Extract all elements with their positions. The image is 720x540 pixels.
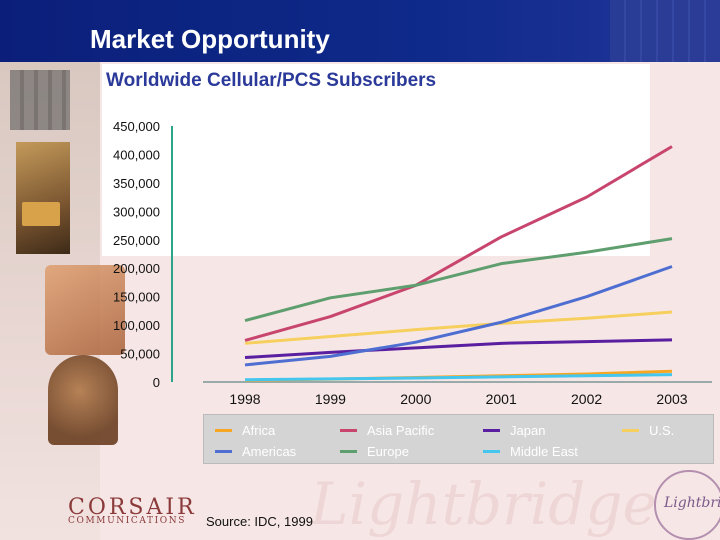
y-tick-label: 250,000 — [113, 233, 160, 248]
x-tick-label: 1999 — [315, 391, 346, 407]
y-tick-label: 300,000 — [113, 204, 160, 219]
legend-label: U.S. — [649, 423, 675, 438]
legend-swatch — [622, 429, 639, 432]
person-with-laptop-image — [16, 142, 70, 254]
y-axis: 0 50,000 100,000 150,000 200,000 250,000 300,0… — [113, 119, 173, 390]
legend-swatch — [340, 429, 357, 432]
x-axis: 1998 1999 2000 2001 2002 2003 — [203, 381, 712, 407]
legend-label: Africa — [242, 423, 276, 438]
series-line-japan — [244, 338, 673, 360]
corsair-logo-subtext: COMMUNICATIONS — [68, 516, 186, 526]
source-note: Source: IDC, 1999 — [206, 514, 313, 529]
series-line-u-s- — [244, 310, 673, 345]
laptop-image — [22, 202, 60, 226]
y-tick-label: 200,000 — [113, 261, 160, 276]
legend-label: Americas — [242, 444, 297, 459]
legend-label: Japan — [510, 423, 546, 438]
lightbridge-logo-circle — [654, 470, 720, 540]
series-line-americas — [244, 265, 673, 367]
legend-swatch — [215, 429, 232, 432]
y-tick-label: 450,000 — [113, 119, 160, 134]
legend-label: Asia Pacific — [367, 423, 435, 438]
x-tick-label: 1998 — [229, 391, 260, 407]
header-decoration — [610, 0, 720, 62]
x-tick-label: 2002 — [571, 391, 602, 407]
x-tick-label: 2003 — [656, 391, 687, 407]
x-tick-label: 2001 — [486, 391, 517, 407]
legend-swatch — [483, 429, 500, 432]
y-tick-label: 400,000 — [113, 147, 160, 162]
legend-label: Europe — [367, 444, 409, 459]
legend-swatch — [340, 450, 357, 453]
person-on-phone-image — [48, 355, 118, 445]
y-tick-label: 350,000 — [113, 176, 160, 191]
y-tick-label: 0 — [153, 375, 160, 390]
watermark-text: Lightbridge — [310, 470, 657, 538]
series-lines — [244, 145, 673, 382]
phone-image — [45, 265, 125, 355]
lightbridge-logo-text: Lightbrid — [664, 495, 720, 511]
legend-swatch — [483, 450, 500, 453]
slide-title: Market Opportunity — [90, 24, 330, 54]
series-line-europe — [244, 237, 673, 323]
header-band — [0, 0, 720, 62]
y-tick-label: 50,000 — [120, 347, 160, 362]
y-tick-label: 100,000 — [113, 318, 160, 333]
legend-swatch — [215, 450, 232, 453]
keypad-image — [10, 70, 70, 130]
legend-label: Middle East — [510, 444, 578, 459]
chart-title: Worldwide Cellular/PCS Subscribers — [106, 70, 437, 91]
legend — [203, 414, 714, 464]
y-tick-label: 150,000 — [113, 290, 160, 305]
series-line-asia-pacific — [244, 145, 673, 342]
chart-background — [102, 64, 650, 256]
series-line-middle-east — [244, 373, 673, 382]
x-tick-label: 2000 — [400, 391, 431, 407]
corsair-logo: CORSAIR — [68, 495, 197, 520]
